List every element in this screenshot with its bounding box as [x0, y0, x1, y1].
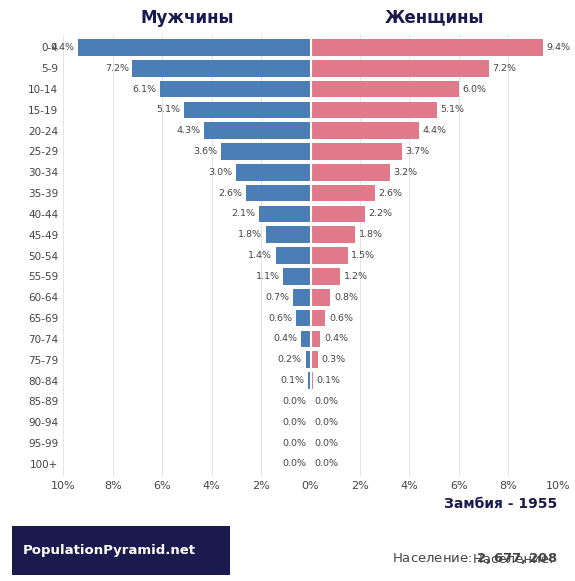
Text: 0.3%: 0.3% [321, 356, 346, 364]
Bar [310, 352, 318, 368]
Text: 9.4%: 9.4% [51, 43, 74, 52]
Text: 0.4%: 0.4% [324, 335, 348, 343]
Text: 0.1%: 0.1% [317, 376, 340, 385]
Bar [160, 81, 310, 98]
Text: 0.8%: 0.8% [334, 293, 358, 302]
Text: 5.1%: 5.1% [440, 105, 464, 114]
Bar [310, 206, 365, 223]
Text: Женщины: Женщины [384, 9, 484, 27]
Bar [283, 268, 311, 285]
Text: 0.0%: 0.0% [314, 418, 338, 427]
Bar [310, 372, 313, 389]
Bar [308, 372, 311, 389]
Text: 0.0%: 0.0% [314, 397, 338, 406]
Text: 2.2%: 2.2% [369, 210, 393, 218]
Text: Мужчины: Мужчины [140, 9, 233, 27]
Text: 0.0%: 0.0% [283, 418, 307, 427]
Text: 1.4%: 1.4% [248, 251, 272, 260]
Text: 9.4%: 9.4% [547, 43, 570, 52]
Bar [310, 60, 489, 77]
Text: 1.5%: 1.5% [351, 251, 375, 260]
Text: 3.0%: 3.0% [209, 168, 233, 177]
Bar [310, 227, 355, 243]
Text: 0.4%: 0.4% [273, 335, 297, 343]
Text: Население:: Население: [473, 554, 558, 566]
Bar [310, 102, 436, 118]
Bar [78, 39, 310, 56]
Text: 7.2%: 7.2% [492, 64, 516, 73]
Text: 1.8%: 1.8% [359, 230, 383, 239]
Text: 2.1%: 2.1% [231, 210, 255, 218]
Bar [310, 289, 330, 306]
Bar [204, 123, 310, 139]
Text: 0.6%: 0.6% [329, 314, 353, 322]
Text: 0.0%: 0.0% [314, 439, 338, 447]
Text: Замбия - 1955: Замбия - 1955 [444, 497, 558, 511]
Bar [310, 268, 340, 285]
Text: 3.7%: 3.7% [406, 147, 430, 156]
Bar [310, 331, 320, 347]
Bar [246, 185, 310, 202]
Text: 7.2%: 7.2% [105, 64, 129, 73]
Text: 3.6%: 3.6% [194, 147, 218, 156]
Bar [266, 227, 310, 243]
Text: PopulationPyramid.net: PopulationPyramid.net [22, 544, 196, 557]
Text: 2.6%: 2.6% [378, 189, 402, 198]
Text: Население: $\mathbf{2,677,208}$: Население: $\mathbf{2,677,208}$ [392, 551, 558, 566]
Bar [296, 310, 310, 327]
Bar [310, 164, 390, 181]
Bar [132, 60, 310, 77]
Bar [310, 123, 419, 139]
Text: 0.0%: 0.0% [283, 439, 307, 447]
Bar [276, 248, 310, 264]
Bar [305, 352, 310, 368]
Bar [221, 143, 310, 160]
Bar [310, 39, 543, 56]
Bar [293, 289, 310, 306]
Text: 1.2%: 1.2% [344, 272, 368, 281]
Text: 4.4%: 4.4% [423, 126, 447, 135]
Bar [185, 102, 310, 118]
Text: 4.3%: 4.3% [177, 126, 201, 135]
Text: 0.1%: 0.1% [281, 376, 304, 385]
Bar [310, 310, 325, 327]
Text: 0.2%: 0.2% [278, 356, 302, 364]
Text: 0.0%: 0.0% [283, 460, 307, 468]
Text: 3.2%: 3.2% [393, 168, 417, 177]
Bar [236, 164, 310, 181]
Text: 6.1%: 6.1% [132, 84, 156, 94]
Text: 2.6%: 2.6% [218, 189, 243, 198]
Bar [310, 185, 375, 202]
Text: 0.0%: 0.0% [283, 397, 307, 406]
Text: 5.1%: 5.1% [157, 105, 181, 114]
Text: 0.0%: 0.0% [314, 460, 338, 468]
Bar [310, 248, 347, 264]
Text: 0.7%: 0.7% [266, 293, 289, 302]
Text: 6.0%: 6.0% [462, 84, 486, 94]
Bar [310, 143, 402, 160]
Text: 1.1%: 1.1% [256, 272, 279, 281]
Bar [310, 81, 459, 98]
Text: 0.6%: 0.6% [268, 314, 292, 322]
Bar [259, 206, 310, 223]
Bar [301, 331, 311, 347]
Text: 1.8%: 1.8% [238, 230, 262, 239]
